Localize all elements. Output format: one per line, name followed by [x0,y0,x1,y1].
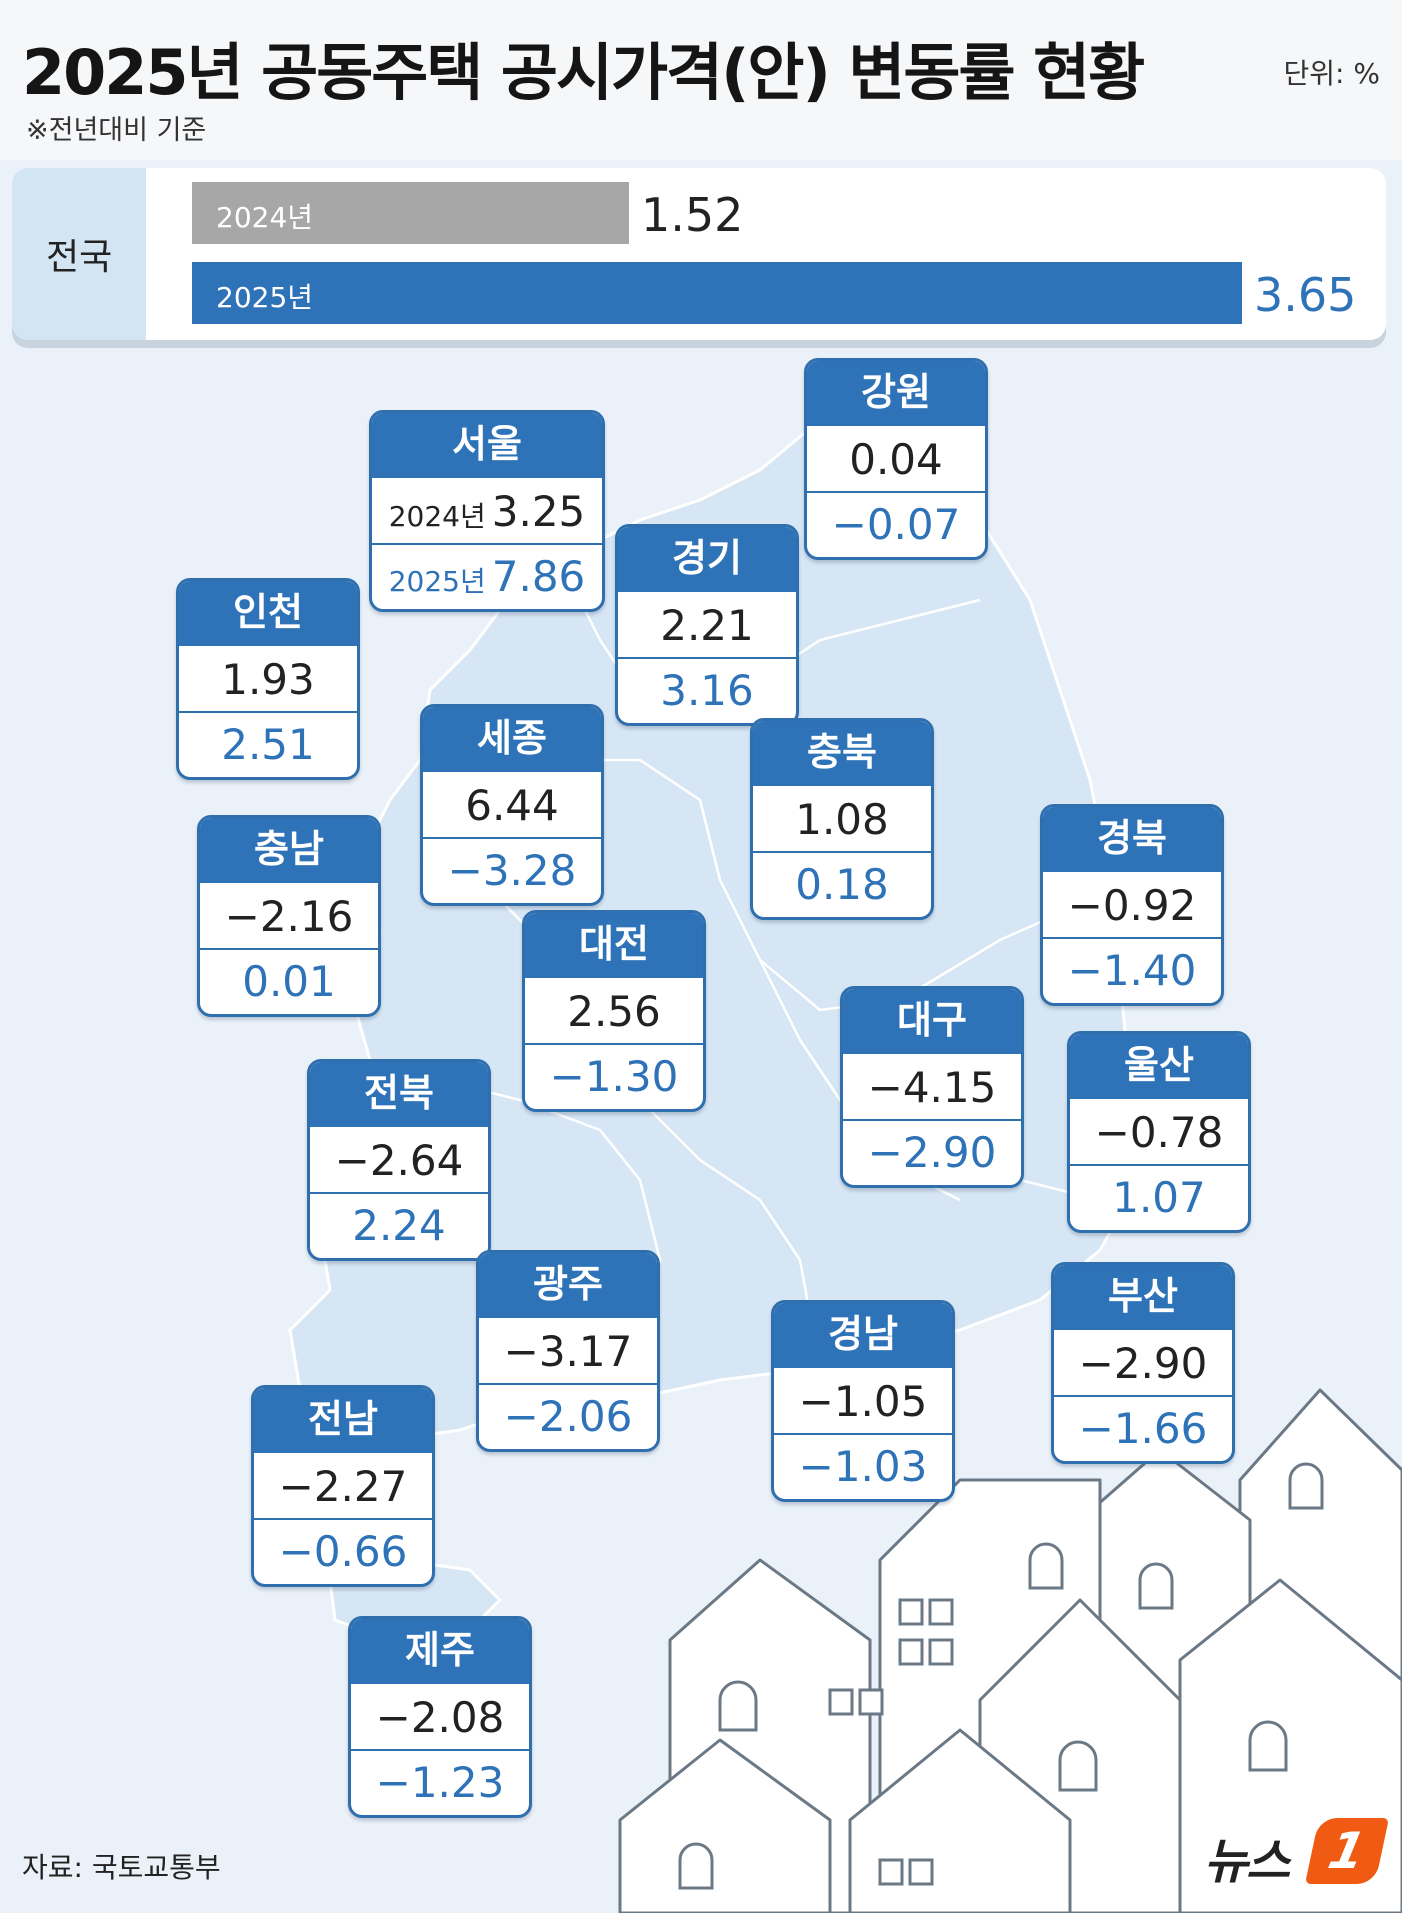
value-2024: 1.52 [641,188,744,242]
value-2025: −1.66 [1078,1404,1208,1453]
value-2024: −2.08 [351,1684,529,1751]
region-box-gyeongnam: 경남 −1.05 −1.03 [771,1300,955,1502]
region-box-gwangju: 광주 −3.17 −2.06 [476,1250,660,1452]
value-2024: −2.90 [1054,1330,1232,1397]
region-name: 인천 [179,581,357,646]
region-name: 부산 [1054,1265,1232,1330]
region-box-chungnam: 충남 −2.16 0.01 [197,815,381,1017]
region-box-gangwon: 강원 0.04 −0.07 [804,358,988,560]
value-2025: 7.86 [491,552,586,601]
region-name: 세종 [423,707,601,772]
value-2025: −1.03 [798,1442,928,1491]
value-2025: 3.16 [660,666,754,715]
source-credit: 자료: 국토교통부 [22,1851,221,1884]
value-2025: −0.07 [831,500,961,549]
page-title: 2025년 공동주택 공시가격(안) 변동률 현황 [22,36,1145,109]
region-name: 전북 [310,1062,488,1127]
value-2025: −2.90 [867,1128,997,1177]
house-front-center [848,1728,1072,1913]
news1-logo: 뉴스 1 [1204,1818,1390,1890]
value-2025: 1.07 [1112,1173,1206,1222]
region-box-gyeonggi: 경기 2.21 3.16 [615,524,799,726]
region-name: 강원 [807,361,985,426]
value-2024: 3.25 [491,487,586,536]
region-box-seoul: 서울 2024년 3.25 2025년 7.86 [369,410,605,612]
bar-label-2024: 2024년 [216,201,314,234]
value-2024: 2.21 [618,592,796,659]
region-box-sejong: 세종 6.44 −3.28 [420,704,604,906]
region-name: 경남 [774,1303,952,1368]
region-name: 전남 [254,1388,432,1453]
national-panel: 전국 2024년 1.52 2025년 3.65 [12,168,1386,340]
region-box-incheon: 인천 1.93 2.51 [176,578,360,780]
region-name: 광주 [479,1253,657,1318]
region-name: 경북 [1043,807,1221,872]
value-2025: −1.30 [549,1052,679,1101]
region-name: 경기 [618,527,796,592]
value-2025: 0.01 [242,957,336,1006]
logo-mark: 1 [1304,1818,1390,1884]
value-2024: −0.92 [1043,872,1221,939]
value-2025: 0.18 [795,860,889,909]
value-2025: −3.28 [447,846,577,895]
region-box-daegu: 대구 −4.15 −2.90 [840,986,1024,1188]
unit-label: 단위: % [1283,57,1380,90]
year-label-2025: 2025년 [388,565,486,598]
region-box-jeonbuk: 전북 −2.64 2.24 [307,1059,491,1261]
region-name: 대전 [525,913,703,978]
year-label-2024: 2024년 [388,500,486,533]
value-2025: 3.65 [1254,268,1357,322]
header: 2025년 공동주택 공시가격(안) 변동률 현황 단위: % ※전년대비 기준 [0,0,1402,160]
region-name: 제주 [351,1619,529,1684]
house-front-left [618,1738,832,1913]
row-2024: 2024년 3.25 [372,478,602,545]
value-2024: 2.56 [525,978,703,1045]
value-2024: −2.16 [200,883,378,950]
value-2025: −1.40 [1067,946,1197,995]
house-windows [678,1462,1324,1890]
value-2025: −2.06 [503,1392,633,1441]
region-name: 충남 [200,818,378,883]
bar-2025: 2025년 [192,262,1242,324]
value-2024: 1.93 [179,646,357,713]
region-box-jeonnam: 전남 −2.27 −0.66 [251,1385,435,1587]
region-box-jeju: 제주 −2.08 −1.23 [348,1616,532,1818]
value-2024: 6.44 [423,772,601,839]
value-2024: −2.64 [310,1127,488,1194]
logo-text: 뉴스 [1204,1834,1290,1890]
value-2024: −4.15 [843,1054,1021,1121]
row-2025: 2025년 7.86 [372,545,602,609]
region-box-gyeongbuk: 경북 −0.92 −1.40 [1040,804,1224,1006]
value-2025: 2.24 [352,1201,446,1250]
value-2024: −0.78 [1070,1099,1248,1166]
region-box-chungbuk: 충북 1.08 0.18 [750,718,934,920]
value-2025: −0.66 [278,1527,408,1576]
value-2024: 0.04 [807,426,985,493]
value-2024: −1.05 [774,1368,952,1435]
value-2024: −2.27 [254,1453,432,1520]
national-label: 전국 [46,237,113,278]
region-name: 대구 [843,989,1021,1054]
region-name: 울산 [1070,1034,1248,1099]
value-2025: 2.51 [221,720,315,769]
baseline-note: ※전년대비 기준 [26,115,207,146]
value-2024: −3.17 [479,1318,657,1385]
region-box-ulsan: 울산 −0.78 1.07 [1067,1031,1251,1233]
value-2025: −1.23 [375,1758,505,1807]
bar-label-2025: 2025년 [216,281,314,314]
bar-2024: 2024년 [192,182,629,244]
value-2024: 1.08 [753,786,931,853]
region-box-daejeon: 대전 2.56 −1.30 [522,910,706,1112]
region-name: 충북 [753,721,931,786]
region-box-busan: 부산 −2.90 −1.66 [1051,1262,1235,1464]
region-name: 서울 [372,413,602,478]
